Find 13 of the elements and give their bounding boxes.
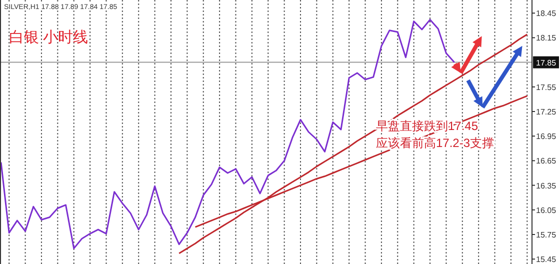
y-tick-label: 16.95 (536, 132, 557, 142)
y-tick-label: 18.15 (536, 34, 557, 43)
text: 白银 小时线 (9, 29, 88, 46)
y-tick-label: 15.75 (536, 230, 557, 240)
y-tick-label: 17.25 (536, 108, 557, 117)
y-tick-label: 18.45 (536, 9, 557, 18)
ref-line-label: 17.85 (536, 58, 557, 68)
line-series (178, 34, 528, 254)
y-tick-label: 17.55 (536, 82, 557, 92)
y-tick-label: 16.35 (536, 181, 557, 190)
y-tick-label: 15.45 (536, 255, 557, 264)
y-tick-label: 16.05 (536, 206, 557, 215)
y-tick-label: 16.65 (536, 156, 557, 166)
